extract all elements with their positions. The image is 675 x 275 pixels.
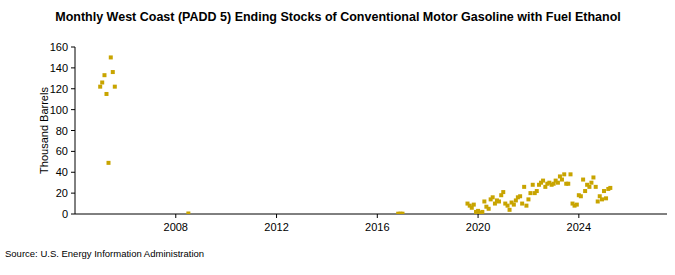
point	[594, 185, 598, 189]
point	[100, 80, 104, 84]
title: Monthly West Coast (PADD 5) Ending Stock…	[55, 10, 621, 24]
point	[569, 172, 573, 176]
point	[562, 172, 566, 176]
y-tick-label: 0	[62, 208, 68, 220]
x-tick	[276, 214, 277, 218]
point	[596, 199, 600, 203]
point	[113, 85, 117, 89]
point	[600, 197, 604, 201]
y-tick	[71, 151, 75, 152]
y-tick	[71, 67, 75, 68]
y-axis-label: Thousand Barrels	[38, 87, 50, 174]
point	[535, 189, 539, 193]
y-tick-label: 80	[56, 125, 68, 137]
y-tick	[71, 109, 75, 110]
y-tick	[71, 172, 75, 173]
point	[589, 181, 593, 185]
point	[522, 185, 526, 189]
y-tick-label: 120	[50, 83, 68, 95]
point	[518, 194, 522, 198]
point	[528, 191, 532, 195]
point	[109, 55, 113, 59]
point	[520, 202, 524, 206]
x-tick	[578, 214, 579, 218]
y-tick	[71, 47, 75, 48]
y-tick-label: 140	[50, 62, 68, 74]
x-tick	[478, 214, 479, 218]
point	[98, 85, 102, 89]
x-tick-label: 2012	[264, 221, 288, 233]
point	[482, 199, 486, 203]
y-tick-label: 100	[50, 104, 68, 116]
source: Source: U.S. Energy Information Administ…	[5, 248, 204, 259]
point	[102, 73, 106, 77]
x-tick	[377, 214, 378, 218]
point	[575, 203, 579, 207]
y-tick	[71, 130, 75, 131]
point	[608, 186, 612, 190]
x-tick-label: 2008	[164, 221, 188, 233]
point	[508, 208, 512, 212]
y-tick-label: 160	[50, 41, 68, 53]
point	[526, 197, 530, 201]
point	[566, 182, 570, 186]
point	[107, 161, 111, 165]
point	[104, 92, 108, 96]
y-tick	[71, 88, 75, 89]
point	[491, 195, 495, 199]
point	[604, 196, 608, 200]
point	[560, 178, 564, 182]
point	[587, 185, 591, 189]
point	[524, 204, 528, 208]
point	[487, 207, 491, 211]
point	[497, 199, 501, 203]
point	[472, 203, 476, 207]
point	[186, 211, 190, 214]
x-axis	[75, 214, 667, 215]
chart: Monthly West Coast (PADD 5) Ending Stock…	[0, 0, 675, 275]
x-tick-label: 2024	[567, 221, 591, 233]
point	[591, 175, 595, 179]
x-tick-label: 2020	[466, 221, 490, 233]
y-tick	[71, 193, 75, 194]
point	[541, 179, 545, 183]
x-tick-label: 2016	[365, 221, 389, 233]
point	[579, 194, 583, 198]
y-tick-label: 60	[56, 145, 68, 157]
point	[400, 212, 404, 214]
point	[581, 178, 585, 182]
point	[556, 181, 560, 185]
point	[506, 204, 510, 208]
y-tick	[71, 214, 75, 215]
point	[583, 189, 587, 193]
point	[111, 70, 115, 74]
x-tick	[175, 214, 176, 218]
points	[98, 55, 612, 214]
y-tick-label: 20	[56, 187, 68, 199]
point	[512, 203, 516, 207]
point	[602, 189, 606, 193]
y-tick-label: 40	[56, 166, 68, 178]
point	[480, 210, 484, 214]
point	[531, 183, 535, 187]
y-axis	[75, 47, 76, 214]
point	[501, 190, 505, 194]
